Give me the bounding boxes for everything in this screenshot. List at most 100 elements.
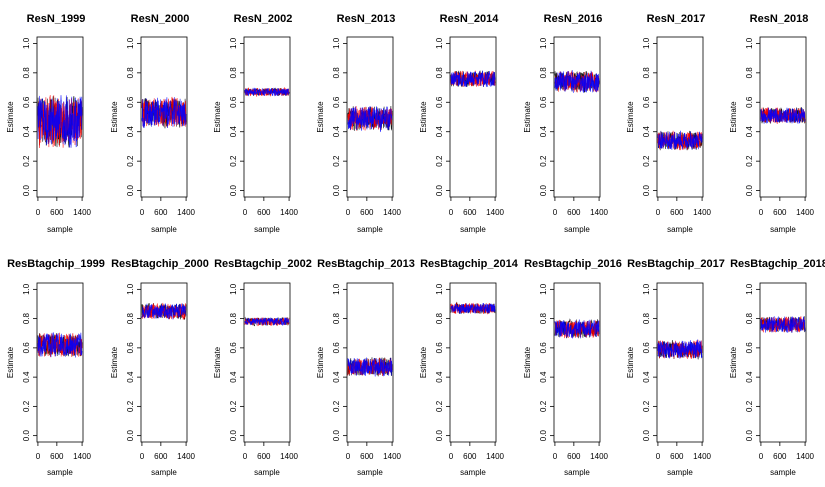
y-tick-label: 1.0	[229, 283, 238, 295]
y-tick-label: 0.0	[332, 430, 341, 442]
y-tick-label: 0.8	[229, 313, 238, 325]
y-tick-label: 1.0	[22, 37, 31, 49]
y-tick-label: 0.0	[642, 430, 651, 442]
y-tick-label: 0.8	[22, 67, 31, 79]
x-tick-label: 600	[50, 452, 64, 461]
y-tick-label: 0.2	[126, 400, 135, 412]
x-tick-label: 1400	[590, 452, 608, 461]
y-tick-label: 0.2	[22, 400, 31, 412]
y-tick-label: 1.0	[539, 283, 548, 295]
chain-trace-line	[347, 357, 393, 377]
y-tick-label: 0.2	[22, 155, 31, 167]
plot-frame	[36, 36, 84, 198]
y-axis-label: Estimate	[6, 101, 15, 133]
y-tick-label: 0.0	[22, 184, 31, 196]
chain-trace-line	[347, 106, 393, 133]
y-axis-label: Estimate	[110, 101, 119, 133]
y-tick-label: 0.4	[539, 126, 548, 138]
chain-trace-line	[37, 95, 83, 148]
panel-title: ResN_2017	[647, 13, 706, 25]
chain-trace-line	[141, 303, 187, 320]
y-tick-label: 0.6	[642, 96, 651, 108]
trace-panel: ResBtagchip_2002 0.0 0.2 0.4 0.6 0.8 1.0 0 600 14…	[213, 258, 312, 477]
x-axis-label: sample	[151, 468, 177, 477]
y-tick-label: 0.4	[22, 371, 31, 383]
plot-frame	[449, 36, 497, 198]
trace-panel: ResN_2014 0.0 0.2 0.4 0.6 0.8 1.0 0 600 1400sampl…	[419, 13, 505, 234]
x-tick-label: 0	[36, 452, 41, 461]
y-tick-label: 0.4	[332, 126, 341, 138]
x-axis-label: sample	[254, 225, 280, 234]
panel-title: ResBtagchip_1999	[7, 258, 105, 270]
y-tick-label: 0.0	[126, 430, 135, 442]
x-tick-label: 0	[346, 452, 351, 461]
y-tick-label: 0.0	[539, 184, 548, 196]
y-axis-label: Estimate	[213, 101, 222, 133]
y-tick-label: 0.0	[229, 430, 238, 442]
y-tick-label: 0.8	[126, 67, 135, 79]
x-tick-label: 600	[154, 452, 168, 461]
chain-trace-line	[554, 70, 600, 94]
y-tick-label: 1.0	[126, 283, 135, 295]
y-tick-label: 0.8	[229, 67, 238, 79]
y-tick-label: 1.0	[332, 37, 341, 49]
y-tick-label: 0.0	[22, 430, 31, 442]
plot-frame	[656, 36, 704, 198]
y-tick-label: 1.0	[229, 37, 238, 49]
plot-frame	[553, 36, 601, 198]
x-tick-label: 0	[656, 208, 661, 217]
x-tick-label: 1400	[280, 208, 298, 217]
chain-trace-line	[141, 97, 187, 129]
x-tick-label: 1400	[383, 452, 401, 461]
y-tick-label: 0.2	[126, 155, 135, 167]
panel-title: ResN_2000	[131, 13, 190, 25]
trace-panel: ResN_2013 0.0 0.2 0.4 0.6 0.8 1.0 0 600 1400sampl…	[316, 13, 402, 234]
chain-trace-line	[450, 302, 496, 314]
x-axis-label: sample	[667, 468, 693, 477]
y-tick-label: 0.6	[22, 342, 31, 354]
y-tick-label: 0.4	[435, 126, 444, 138]
plot-frame	[346, 282, 394, 443]
plot-frame	[553, 282, 601, 443]
y-tick-label: 0.6	[22, 96, 31, 108]
x-axis-label: sample	[564, 468, 590, 477]
y-axis-label: Estimate	[213, 346, 222, 378]
x-tick-label: 0	[346, 208, 351, 217]
x-tick-label: 1400	[383, 208, 401, 217]
panel-title: ResN_2018	[750, 13, 809, 25]
chain-trace-line	[244, 317, 290, 327]
y-tick-label: 0.2	[642, 400, 651, 412]
panel-title: ResBtagchip_2014	[420, 258, 519, 270]
x-tick-label: 0	[243, 452, 248, 461]
chain-trace-line	[657, 130, 703, 150]
y-tick-label: 0.2	[435, 400, 444, 412]
panel-title: ResN_2014	[440, 13, 500, 25]
panel-title: ResBtagchip_2002	[214, 258, 312, 270]
y-tick-label: 0.6	[126, 342, 135, 354]
x-axis-label: sample	[564, 225, 590, 234]
y-tick-label: 0.6	[229, 342, 238, 354]
y-axis-label: Estimate	[523, 101, 532, 133]
y-tick-label: 0.4	[126, 371, 135, 383]
y-axis-label: Estimate	[626, 101, 635, 133]
x-tick-label: 1400	[486, 452, 504, 461]
x-tick-label: 1400	[73, 208, 91, 217]
x-tick-label: 1400	[177, 208, 195, 217]
y-tick-label: 0.8	[642, 67, 651, 79]
x-axis-label: sample	[151, 225, 177, 234]
y-tick-label: 0.2	[642, 155, 651, 167]
trace-panel: ResBtagchip_2014 0.0 0.2 0.4 0.6 0.8 1.0 0 600 14…	[419, 258, 519, 477]
y-tick-label: 0.4	[745, 126, 754, 138]
y-axis-label: Estimate	[419, 101, 428, 133]
x-tick-label: 0	[449, 452, 454, 461]
x-tick-label: 600	[567, 208, 581, 217]
y-tick-label: 0.2	[745, 400, 754, 412]
x-tick-label: 1400	[693, 452, 711, 461]
y-tick-label: 1.0	[435, 283, 444, 295]
trace-panel: ResN_2018 0.0 0.2 0.4 0.6 0.8 1.0 0 600 1400sampl…	[729, 13, 815, 234]
y-tick-label: 0.2	[539, 400, 548, 412]
trace-panel: ResN_2016 0.0 0.2 0.4 0.6 0.8 1.0 0 600 1400sampl…	[523, 13, 609, 234]
x-axis-label: sample	[357, 225, 383, 234]
chain-trace-line	[760, 107, 806, 124]
